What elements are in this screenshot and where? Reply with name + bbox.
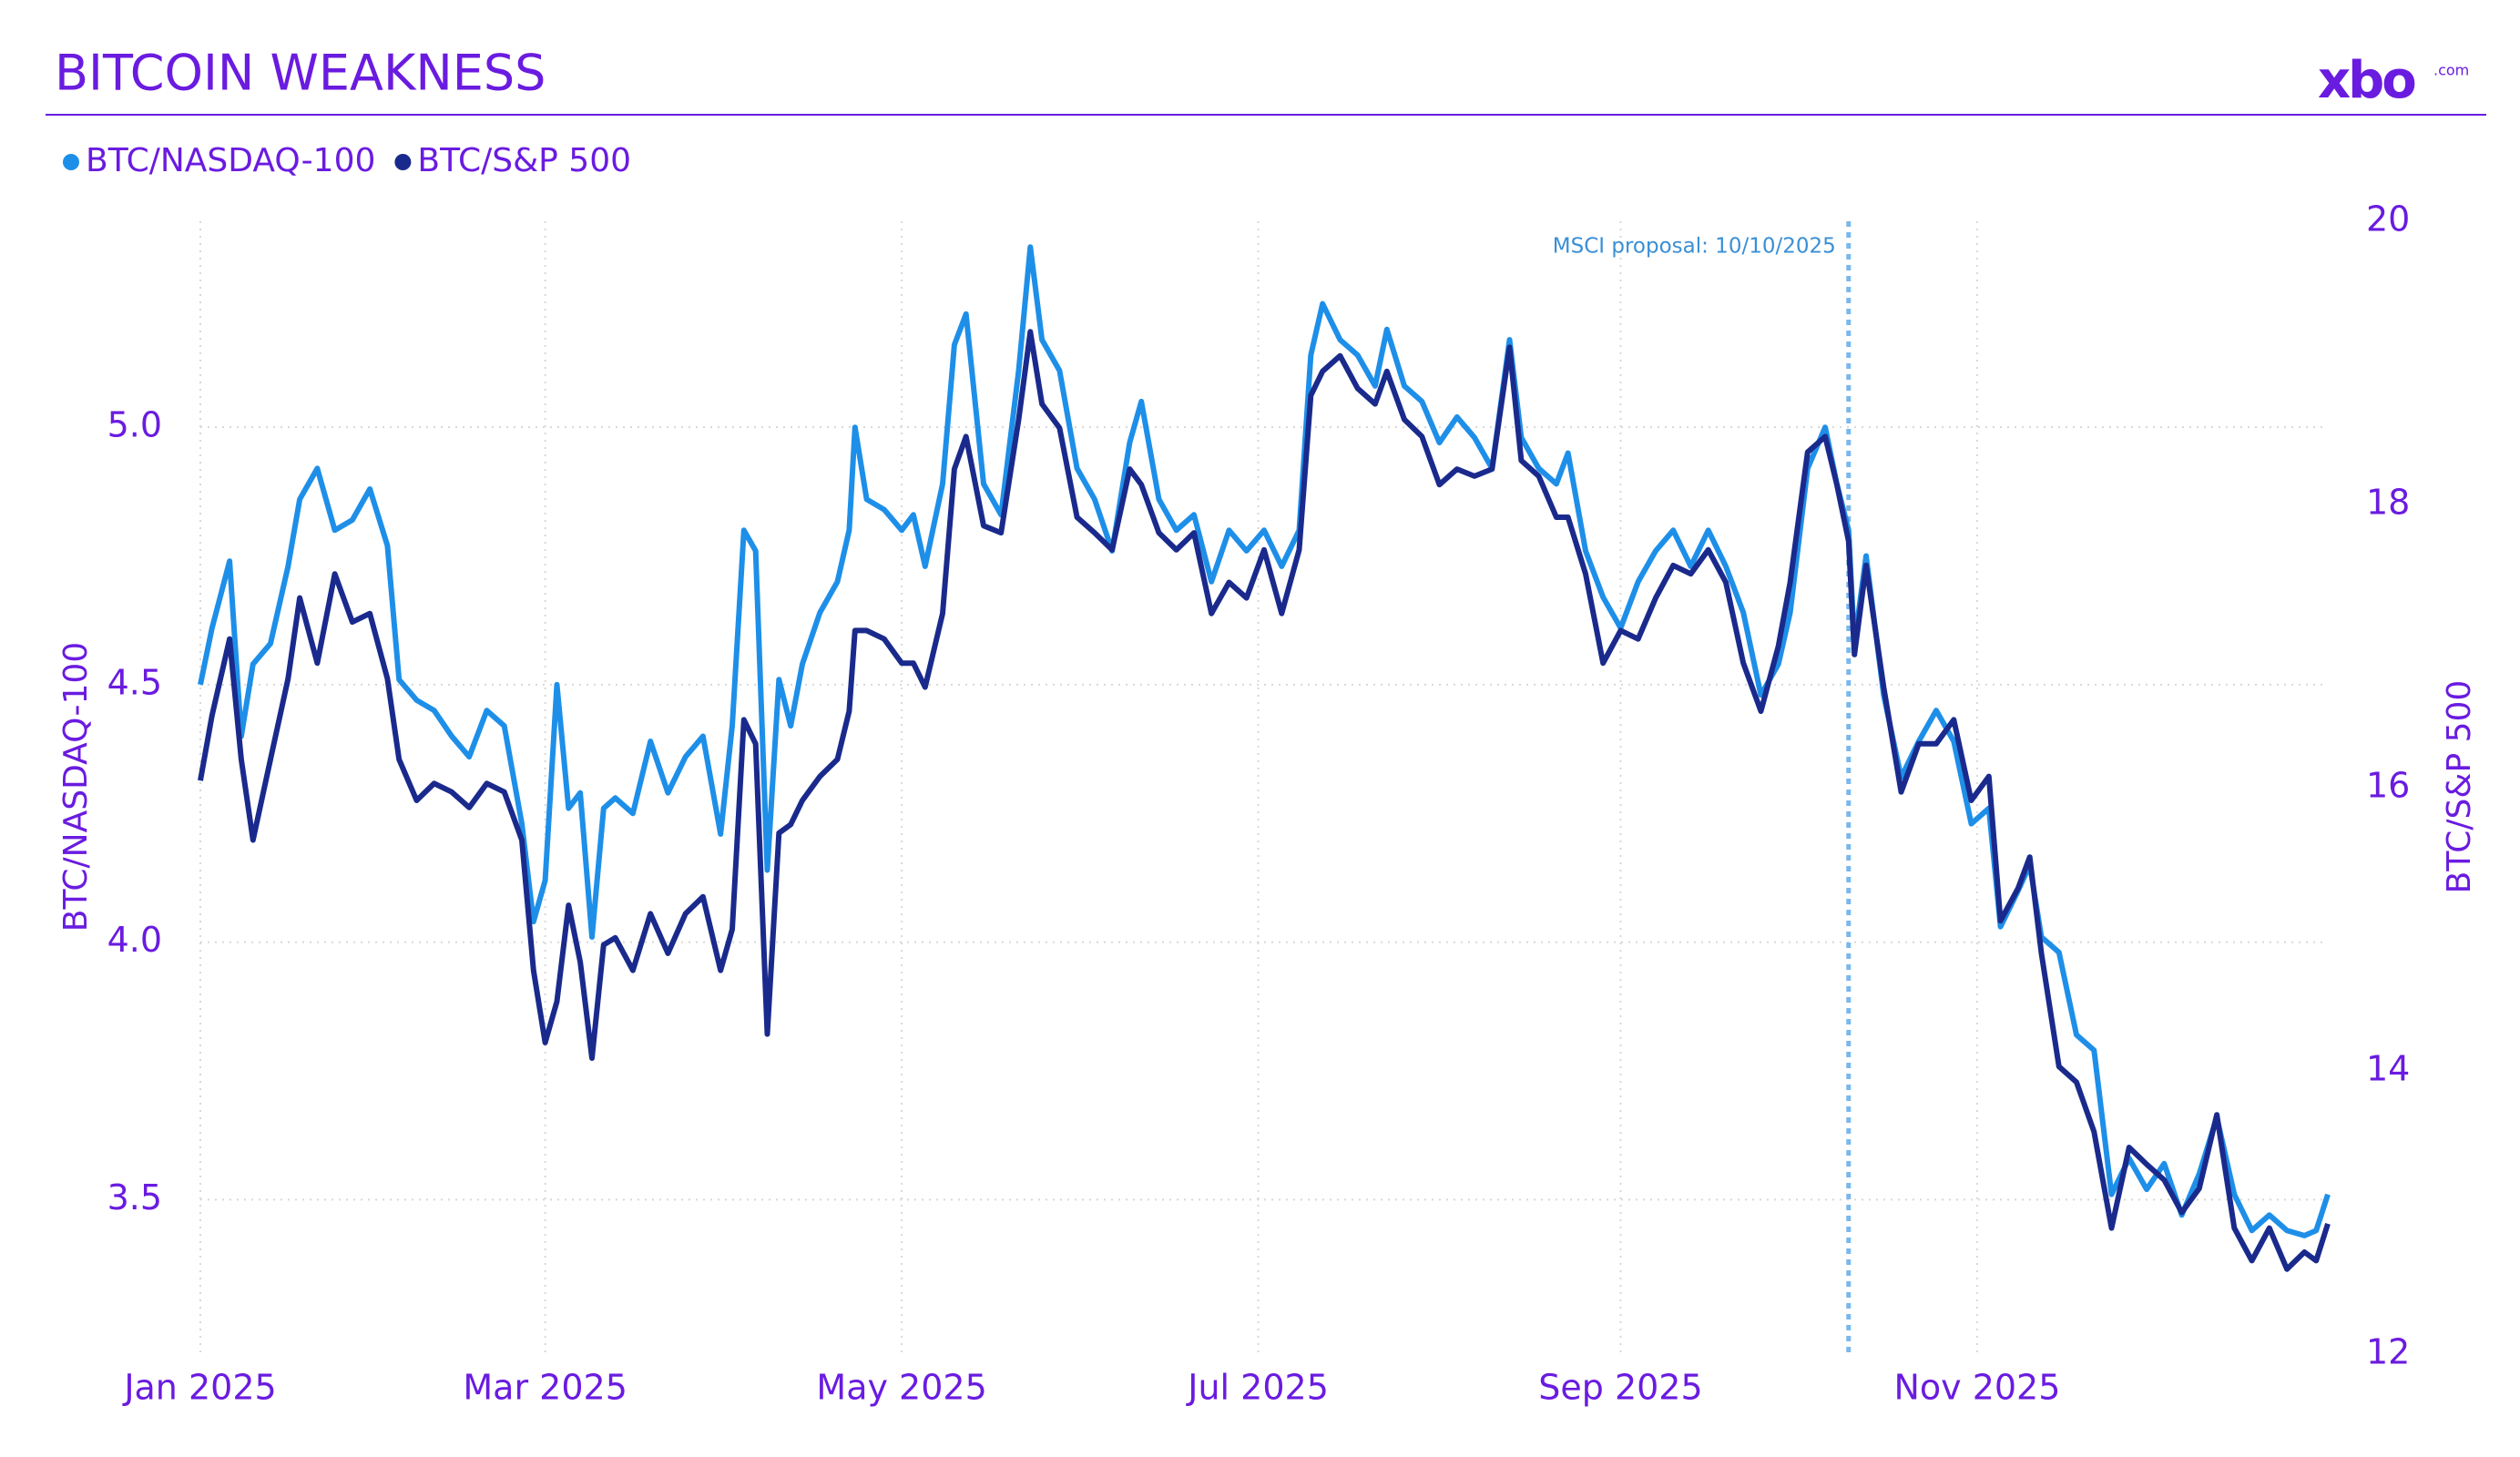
series-line: [198, 244, 2331, 1238]
y2-tick-label: 18: [2366, 483, 2410, 523]
y-tick-label: 4.0: [107, 920, 162, 960]
y2-tick-label: 20: [2366, 199, 2410, 239]
x-tick-label: Mar 2025: [463, 1368, 627, 1408]
x-tick-label: Sep 2025: [1538, 1368, 1702, 1408]
y2-tick-label: 12: [2366, 1332, 2410, 1372]
y-tick-label: 5.0: [107, 405, 162, 445]
y2-tick-label: 14: [2366, 1049, 2410, 1089]
legend-swatch: [63, 154, 79, 170]
y-tick-label: 3.5: [107, 1177, 162, 1218]
legend-label: BTC/NASDAQ-100: [86, 142, 375, 179]
chart-title: BITCOIN WEAKNESS: [55, 45, 546, 102]
x-tick-label: Jul 2025: [1186, 1368, 1329, 1408]
legend-label: BTC/S&P 500: [417, 142, 631, 179]
y2-tick-label: 16: [2366, 766, 2410, 806]
y-axis-title: BTC/NASDAQ-100: [57, 642, 95, 932]
x-tick-label: May 2025: [816, 1368, 986, 1408]
brand-suffix: .com: [2433, 62, 2469, 79]
legend: BTC/NASDAQ-100 BTC/S&P 500: [63, 142, 631, 179]
annotation-label: MSCI proposal: 10/10/2025: [1553, 235, 1836, 259]
series-line: [198, 329, 2331, 1272]
x-tick-label: Nov 2025: [1893, 1368, 2060, 1408]
brand-logo: xbo: [2318, 51, 2415, 110]
x-tick-label: Jan 2025: [122, 1368, 276, 1408]
legend-swatch: [394, 154, 412, 170]
y2-axis-title: BTC/S&P 500: [2441, 680, 2478, 894]
y-tick-label: 4.5: [107, 662, 162, 702]
